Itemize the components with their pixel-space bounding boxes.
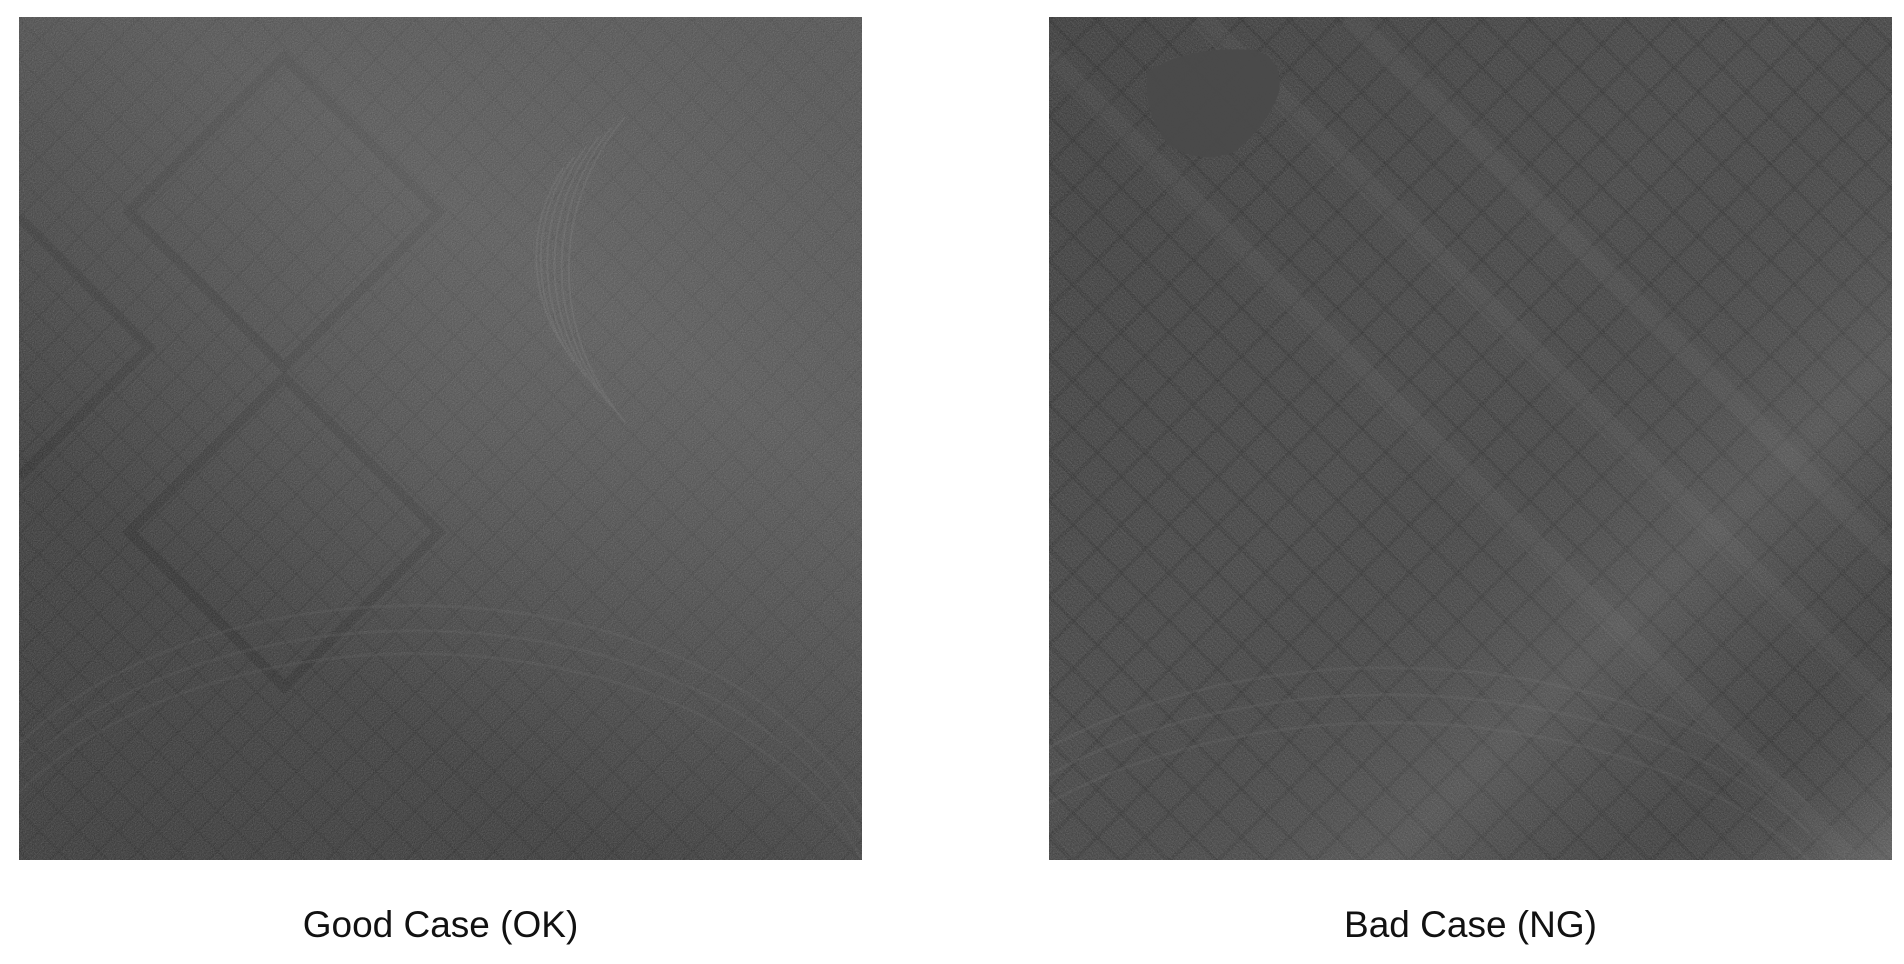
- bad-case-texture: [1049, 17, 1892, 860]
- good-case-image: [19, 17, 862, 860]
- defect-region: [1146, 49, 1280, 158]
- good-case-caption: Good Case (OK): [302, 904, 579, 945]
- good-case-texture: [19, 17, 862, 860]
- bad-case-caption: Bad Case (NG): [1344, 904, 1597, 945]
- bad-case-image: [1049, 17, 1892, 860]
